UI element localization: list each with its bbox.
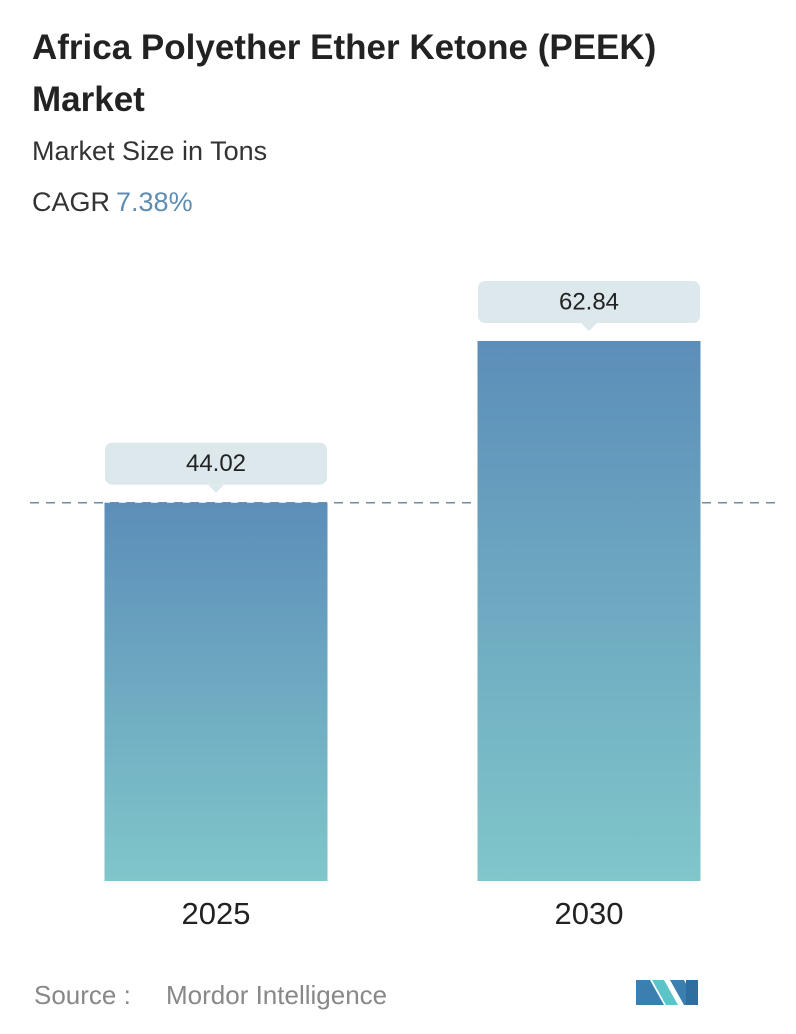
value-label: 44.02: [186, 450, 246, 477]
logo-shape: [636, 980, 664, 1005]
bar: [477, 341, 701, 881]
cagr: CAGR 7.38%: [32, 187, 772, 218]
value-label-pointer: [208, 484, 224, 493]
chart-title: Africa Polyether Ether Ketone (PEEK) Mar…: [32, 28, 657, 119]
x-tick-label: 2030: [555, 896, 624, 931]
value-label-box: [105, 442, 327, 485]
cagr-label: CAGR: [32, 187, 111, 217]
logo: [636, 980, 698, 1005]
chart-subtitle: Market Size in Tons: [32, 136, 268, 166]
value-label: 62.84: [559, 288, 619, 315]
value-label-pointer: [581, 323, 597, 331]
cagr-value: 7.38%: [116, 187, 193, 217]
logo-shape: [686, 980, 698, 1005]
source: Mordor Intelligence: [166, 980, 387, 1010]
header: Africa Polyether Ether Ketone (PEEK) Mar…: [32, 22, 772, 218]
value-label-box: [478, 281, 700, 323]
logo-shape: [652, 980, 678, 1005]
bar: [104, 502, 328, 881]
x-tick-label: 2025: [182, 896, 251, 931]
source-label: Source :: [34, 980, 131, 1010]
